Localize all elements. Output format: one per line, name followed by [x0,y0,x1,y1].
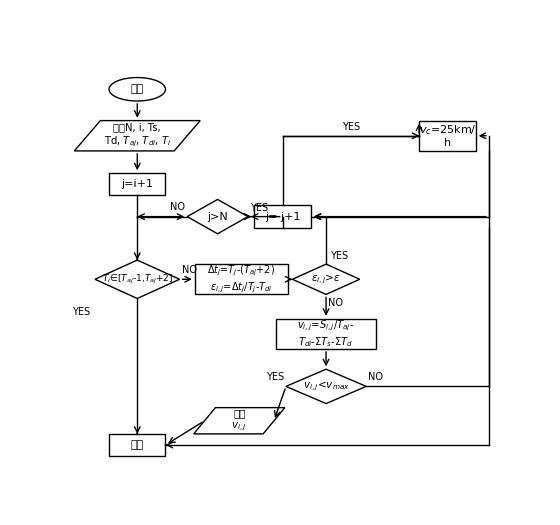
Text: NO: NO [368,372,384,382]
Text: $\varepsilon_{i,j}$>$\varepsilon$: $\varepsilon_{i,j}$>$\varepsilon$ [311,272,341,286]
Text: NO: NO [182,265,197,275]
Text: $v_{i,j}$=$S_{i,j}$/$T_{aj}$-
$T_{di}$-$\Sigma T_s$-$\Sigma T_d$: $v_{i,j}$=$S_{i,j}$/$T_{aj}$- $T_{di}$-$… [297,319,354,349]
Text: 结束: 结束 [130,440,144,450]
Text: YES: YES [329,251,348,261]
Text: YES: YES [72,307,91,317]
Text: YES: YES [265,372,284,382]
Text: $v_c$=25km/
h: $v_c$=25km/ h [419,123,477,149]
Text: j=i+1: j=i+1 [122,179,153,190]
Text: YES: YES [342,122,360,132]
Text: NO: NO [170,202,185,212]
Text: NO: NO [328,298,343,308]
Text: $T_i$∈[$T_{aj}$-1,$T_{aj}$+2]: $T_i$∈[$T_{aj}$-1,$T_{aj}$+2] [101,272,173,286]
Text: j= j+1: j= j+1 [265,212,300,222]
Text: 输入N, i, Ts,
Td, $T_{aj}$, $T_{di}$, $T_i$: 输入N, i, Ts, Td, $T_{aj}$, $T_{di}$, $T_i… [104,123,171,149]
Text: 输出
$v_{i,j}$: 输出 $v_{i,j}$ [231,408,247,433]
Text: $v_{i,j}$<$v_{max}$: $v_{i,j}$<$v_{max}$ [302,380,349,393]
Text: $\Delta t_j$=$T_j$-($T_{aj}$+2)
$\varepsilon_{i,j}$=$\Delta t_j$/$T_j$-$T_{di}$: $\Delta t_j$=$T_j$-($T_{aj}$+2) $\vareps… [207,264,276,295]
Text: j>N: j>N [207,212,228,222]
Text: 开始: 开始 [130,85,144,94]
Text: YES: YES [250,203,268,213]
